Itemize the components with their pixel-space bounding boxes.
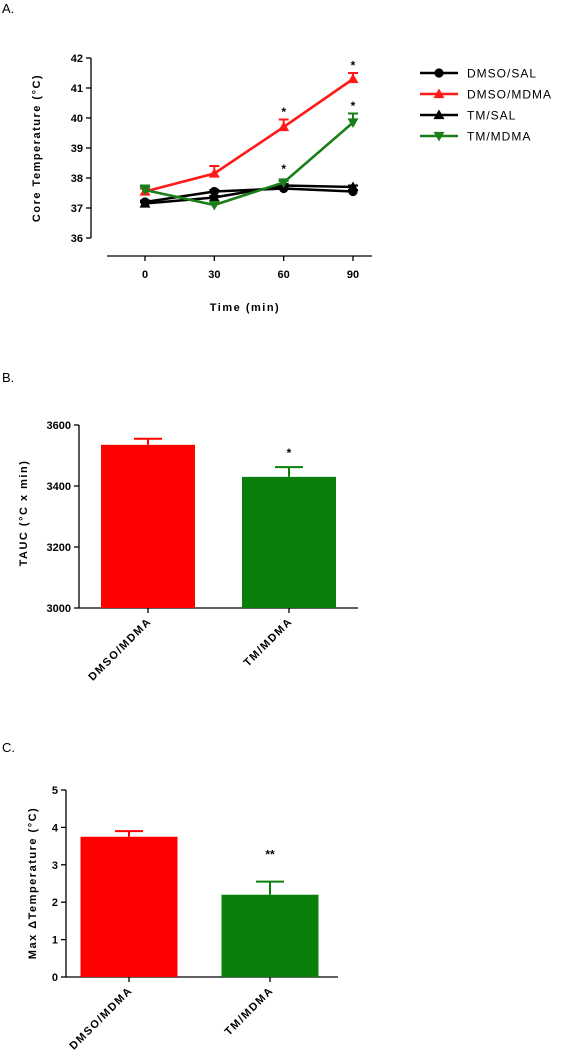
x-ticks: 0 30 60 90 [142, 256, 359, 281]
series-line [144, 121, 354, 207]
significance-star: * [287, 446, 292, 460]
panel-label-a: A. [2, 1, 14, 16]
y-tick-label: 3 [52, 860, 58, 872]
y-tick-label: 4 [52, 822, 59, 834]
series-line [144, 184, 354, 205]
legend-marker [434, 68, 444, 78]
y-tick-label: 1 [52, 935, 58, 947]
bar-dmso-mdma [101, 437, 195, 608]
bar-dmso-mdma [80, 830, 178, 977]
legend-entry: DMSO/MDMA [420, 88, 552, 102]
legend-label: TM/MDMA [467, 130, 531, 144]
significance-star: * [351, 59, 356, 73]
legend-marker [433, 131, 445, 142]
x-tick-label: 90 [347, 269, 359, 281]
y-ticks: 3000 3200 3400 3600 [47, 420, 79, 615]
data-point [208, 168, 220, 178]
significance-star: * [281, 105, 286, 119]
data-point [347, 181, 359, 192]
x-axis-label: Time (min) [210, 302, 280, 314]
data-point [208, 200, 220, 211]
x-tick-label: 60 [278, 269, 290, 281]
x-ticks: DMSO/MDMA TM/MDMA [67, 977, 276, 1052]
y-axis-label: Core Temperature (°C) [31, 74, 43, 222]
y-axis-label: Max ΔTemperature (°C) [27, 807, 39, 959]
y-tick-label: 3600 [47, 420, 71, 432]
bar-chart-max-delta-temperature: 0 1 2 3 4 5 ** DMSO/MDMA TM/MDMA Max ΔTemperat… [27, 785, 338, 1052]
y-tick-label: 40 [71, 113, 83, 125]
panel-label-b: B. [2, 370, 14, 385]
bars: ** [80, 830, 319, 977]
data-point [347, 118, 359, 128]
x-tick-label: 30 [208, 269, 220, 281]
y-tick-label: 3000 [47, 603, 71, 615]
legend: DMSO/SAL DMSO/MDMA TM/SAL TM/MDMA [420, 67, 552, 144]
legend-entry: DMSO/SAL [420, 67, 537, 81]
x-tick-label: DMSO/MDMA [67, 985, 135, 1053]
y-tick-label: 38 [71, 173, 83, 185]
y-tick-label: 0 [52, 972, 58, 984]
x-tick-label: TM/MDMA [223, 985, 276, 1038]
bar-tm-mdma: * [242, 446, 336, 608]
series-dmso-mdma [139, 72, 359, 196]
legend-label: DMSO/SAL [467, 67, 537, 81]
significance-markers: * * * * [281, 59, 355, 177]
x-ticks: DMSO/MDMA TM/MDMA [86, 608, 295, 683]
y-ticks: 0 1 2 3 4 5 [52, 785, 66, 984]
bar [80, 836, 178, 977]
data-point [278, 121, 290, 132]
legend-label: TM/SAL [467, 109, 516, 123]
series-line [144, 77, 354, 193]
bar-chart-tauc: 3000 3200 3400 3600 * DMSO/MDMA TM/MDMA TAUC… [18, 420, 358, 683]
line-chart-core-temperature: 36 37 38 39 40 41 42 0 30 60 90 Core Temperature … [31, 53, 552, 314]
x-tick-label: DMSO/MDMA [86, 616, 154, 684]
legend-marker [433, 109, 445, 120]
significance-star: ** [265, 848, 275, 862]
legend-marker [433, 88, 445, 99]
legend-label: DMSO/MDMA [467, 88, 552, 102]
x-tick-label: TM/MDMA [242, 616, 295, 669]
legend-entry: TM/MDMA [420, 130, 531, 144]
y-tick-label: 3400 [47, 481, 71, 493]
data-point [347, 73, 359, 84]
significance-star: * [351, 99, 356, 113]
data-point [278, 178, 290, 188]
data-point [139, 185, 151, 196]
y-tick-label: 36 [71, 233, 83, 245]
legend-entry: TM/SAL [420, 109, 516, 123]
panel-label-c: C. [2, 740, 15, 755]
bar [101, 444, 195, 608]
y-tick-label: 5 [52, 785, 58, 797]
data-point [209, 186, 219, 197]
y-axis-label: TAUC (°C x min) [18, 460, 30, 567]
bar-tm-mdma: ** [221, 848, 319, 977]
data-point [139, 198, 151, 208]
series-layer [139, 72, 359, 211]
y-tick-label: 3200 [47, 542, 71, 554]
y-tick-label: 37 [71, 203, 83, 215]
significance-star: * [281, 162, 286, 176]
series-tm-mdma [139, 112, 359, 211]
y-tick-label: 2 [52, 897, 58, 909]
bar [221, 894, 319, 977]
bars: * [101, 437, 336, 608]
data-point [208, 192, 220, 202]
y-tick-label: 42 [71, 53, 83, 65]
bar [242, 476, 336, 608]
y-tick-label: 41 [71, 83, 83, 95]
x-tick-label: 0 [142, 269, 148, 281]
y-tick-label: 39 [71, 143, 83, 155]
y-ticks: 36 37 38 39 40 41 42 [71, 53, 91, 245]
